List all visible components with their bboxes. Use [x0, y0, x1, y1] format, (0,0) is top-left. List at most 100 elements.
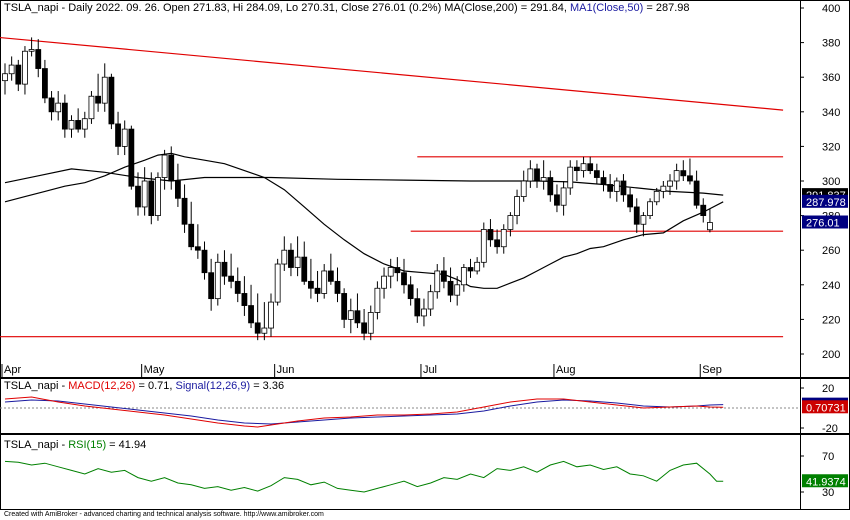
candle-body: [560, 187, 567, 206]
y-tick-label: 240: [822, 280, 840, 292]
candle-body: [480, 229, 487, 263]
candle-body: [135, 185, 141, 208]
macd-header-signal-label: Signal(12,26,9): [175, 380, 251, 392]
candle-body: [653, 190, 660, 203]
candle-body: [321, 270, 328, 294]
candle-body: [181, 197, 188, 225]
candle-body: [95, 95, 101, 104]
x-month-label: Jul: [423, 364, 437, 376]
value-tag-label: 41.9374: [806, 476, 846, 488]
candle-body: [367, 312, 374, 334]
candle-body: [341, 293, 348, 320]
macd-chart[interactable]: 20-203.359730.70731: [0, 378, 850, 435]
candle-body: [567, 166, 574, 189]
candle-body: [527, 168, 534, 182]
candle-body: [115, 123, 121, 147]
x-month-label: Apr: [4, 364, 21, 376]
candle-body: [613, 180, 620, 192]
candle-body: [347, 310, 354, 320]
candle-body: [500, 229, 507, 248]
price-header-desc: - Daily 2022. 09. 26. Open 271.83, Hi 28…: [58, 2, 570, 14]
candle-body: [274, 263, 281, 303]
candle-body: [288, 249, 294, 268]
candle-body: [514, 196, 520, 217]
candle-body: [707, 222, 713, 231]
price-chart[interactable]: 200220240260280300320340360380400AprMayJ…: [0, 0, 850, 378]
y-tick-label: 200: [822, 349, 840, 361]
candle-body: [401, 272, 407, 286]
candle-body: [427, 291, 434, 310]
macd-header-macd-value: = 0.71,: [135, 380, 176, 392]
candle-body: [155, 177, 161, 216]
candle-body: [673, 170, 680, 182]
candle-body: [261, 327, 268, 334]
candle-body: [593, 170, 600, 178]
candle-body: [228, 275, 235, 282]
candle-body: [174, 180, 181, 199]
candle-body: [148, 180, 155, 216]
candle-body: [434, 270, 441, 293]
price-header: TSLA_napi - Daily 2022. 09. 26. Open 271…: [4, 2, 690, 14]
candle-body: [128, 128, 135, 187]
candle-body: [620, 180, 627, 196]
rsi-line: [4, 460, 724, 493]
candle-body: [194, 246, 201, 251]
candle-body: [467, 267, 474, 272]
candle-body: [141, 180, 148, 208]
y-tick-label: 340: [822, 107, 840, 119]
candle-body: [447, 280, 454, 296]
candle-body: [121, 128, 128, 147]
macd-header-sep: -: [58, 380, 69, 392]
candle-body: [61, 102, 68, 130]
value-tag-label: 0.70731: [806, 402, 846, 414]
candle-body: [75, 120, 82, 130]
candle-body: [487, 229, 494, 241]
trendline: [0, 36, 784, 111]
candle-body: [307, 280, 314, 289]
panel-border: [0, 0, 850, 378]
macd-panel[interactable]: 20-203.359730.70731 TSLA_napi - MACD(12,…: [0, 378, 850, 435]
value-tag: [802, 215, 848, 229]
candle-body: [460, 267, 467, 286]
candle-body: [241, 293, 248, 306]
candle-body: [534, 168, 540, 182]
candle-body: [507, 215, 514, 230]
price-header-ma50-label: MA1(Close,50): [569, 2, 644, 14]
candle-body: [294, 256, 301, 268]
candle-body: [381, 275, 387, 289]
candle-body: [640, 215, 647, 225]
candle-body: [440, 270, 447, 282]
y-tick-label: 70: [822, 451, 834, 463]
candle-body: [234, 280, 241, 294]
candle-body: [633, 206, 640, 225]
x-month-label: Jun: [277, 364, 295, 376]
candle-body: [414, 298, 421, 317]
x-month-label: May: [144, 364, 165, 376]
candle-body: [28, 49, 35, 52]
candle-body: [693, 180, 700, 206]
candle-body: [547, 177, 554, 196]
candle-body: [494, 239, 501, 248]
y-tick-label: 360: [822, 72, 840, 84]
y-tick-label: 220: [822, 314, 840, 326]
rsi-panel[interactable]: 70 30 41.9374 TSLA_napi - RSI(15) = 41.94: [0, 434, 850, 510]
price-panel[interactable]: 200220240260280300320340360380400AprMayJ…: [0, 0, 850, 378]
value-tag: [802, 474, 848, 488]
candle-body: [208, 272, 215, 300]
macd-header-macd-label: MACD(12,26): [68, 380, 136, 392]
macd-header-signal-value: = 3.36: [250, 380, 285, 392]
candle-body: [188, 223, 195, 248]
candle-body: [587, 163, 594, 172]
candle-body: [15, 64, 22, 85]
candle-body: [334, 280, 341, 294]
y-tick-label: -20: [822, 423, 838, 434]
macd-header-symbol: TSLA_napi: [4, 380, 59, 392]
candle-body: [394, 267, 401, 274]
candle-body: [314, 287, 321, 294]
candle-body: [161, 154, 168, 178]
signal-line: [4, 399, 724, 425]
candle-body: [281, 249, 288, 265]
rsi-header-rsi-label: RSI(15): [68, 439, 107, 451]
rsi-header-sep: -: [58, 439, 69, 451]
candle-body: [354, 310, 361, 324]
